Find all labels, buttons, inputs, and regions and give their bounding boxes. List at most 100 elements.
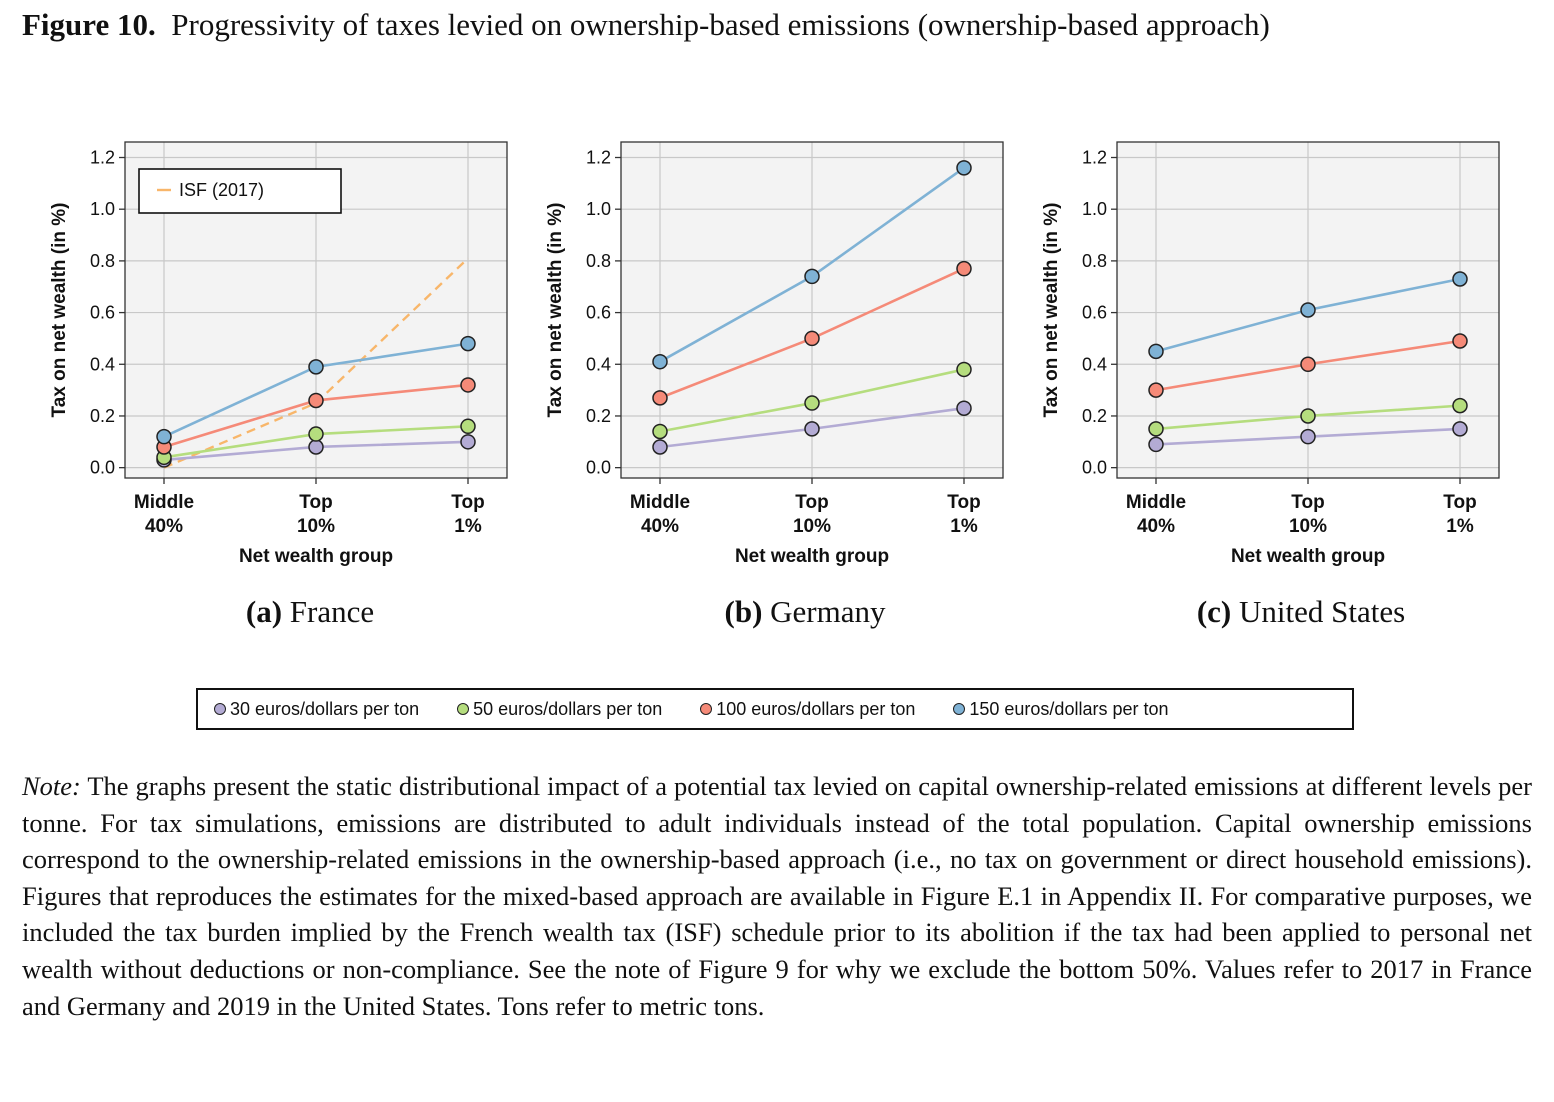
y-tick-label: 0.0 <box>1082 458 1107 478</box>
y-tick-label: 1.0 <box>90 199 115 219</box>
x-tick-label: Top <box>299 492 332 513</box>
data-point <box>652 439 668 455</box>
figure-label: Figure 10. <box>22 7 156 42</box>
data-point <box>804 330 820 347</box>
y-tick-label: 0.2 <box>90 406 115 426</box>
legend-item-50: 50 euros/dollars per ton <box>457 699 662 720</box>
x-axis-title: Net wealth group <box>1231 546 1385 567</box>
data-point <box>1300 356 1316 373</box>
x-tick-label: 1% <box>950 516 978 537</box>
x-tick-label: 10% <box>1289 516 1327 537</box>
figure-title-text: Progressivity of taxes levied on ownersh… <box>171 7 1270 42</box>
caption-letter: (b) <box>724 594 763 629</box>
legend-swatch <box>953 703 966 715</box>
data-point <box>652 390 668 406</box>
legend-swatch <box>457 703 470 715</box>
legend-label: 50 euros/dollars per ton <box>473 698 663 719</box>
data-point <box>1300 408 1316 424</box>
x-tick-label: Top <box>947 492 980 513</box>
x-tick-label: Top <box>1291 492 1324 513</box>
data-point <box>1300 302 1316 318</box>
y-tick-label: 0.6 <box>90 303 115 323</box>
chart-panel: 0.0 0.2 0.4 0.6 0.8 1.0 1.2 Middle 40% Top 10% Top 1… <box>545 141 1004 567</box>
data-point <box>1148 382 1164 398</box>
data-point <box>460 335 476 352</box>
data-point <box>1452 271 1468 287</box>
y-tick-label: 0.6 <box>586 303 611 323</box>
caption-text: Germany <box>770 594 886 629</box>
data-point <box>956 361 972 378</box>
panel-legend-label: ISF (2017) <box>179 180 264 200</box>
caption-text: United States <box>1238 594 1406 629</box>
y-tick-label: 1.0 <box>1082 199 1107 219</box>
y-tick-label: 0.6 <box>1082 303 1107 323</box>
y-axis-title: Tax on net wealth (in %) <box>49 203 70 418</box>
legend-item-150: 150 euros/dollars per ton <box>953 698 1169 720</box>
data-point <box>652 353 668 370</box>
x-tick-label: 10% <box>793 516 831 537</box>
data-point <box>1148 421 1164 437</box>
charts-area: 0.0 0.2 0.4 0.6 0.8 1.0 1.2 Middle 40% Top 10% Top 1… <box>49 141 1500 567</box>
data-point <box>460 434 476 450</box>
data-point <box>804 395 820 411</box>
y-tick-label: 0.0 <box>90 458 115 478</box>
data-point <box>156 428 172 445</box>
legend-label: 100 euros/dollars per ton <box>716 698 916 719</box>
panel-legend-box <box>138 168 342 214</box>
x-tick-label: Top <box>795 492 828 513</box>
x-tick-label: 40% <box>145 516 183 537</box>
x-tick-label: Top <box>451 492 484 513</box>
x-tick-label: 1% <box>1446 516 1474 537</box>
y-tick-label: 0.8 <box>1082 251 1107 271</box>
figure-title: Figure 10. Progressivity of taxes levied… <box>22 4 1534 46</box>
y-tick-label: 0.8 <box>586 251 611 271</box>
x-tick-label: 1% <box>454 516 482 537</box>
data-point <box>956 400 972 416</box>
note-text: The graphs present the static distributi… <box>22 771 1533 1021</box>
data-point <box>308 426 324 442</box>
data-point <box>308 359 324 375</box>
data-point <box>460 418 476 435</box>
caption-letter: (a) <box>245 594 283 629</box>
x-tick-label: Middle <box>134 492 194 513</box>
y-tick-label: 0.8 <box>90 251 115 271</box>
data-point <box>1452 421 1468 437</box>
data-point <box>460 377 476 393</box>
y-tick-label: 0.4 <box>1082 354 1107 374</box>
chart-panel: 0.0 0.2 0.4 0.6 0.8 1.0 1.2 Middle 40% Top 10% Top 1… <box>49 141 508 567</box>
x-axis-title: Net wealth group <box>239 546 393 567</box>
legend-label: 30 euros/dollars per ton <box>230 698 420 719</box>
data-point <box>956 160 972 176</box>
data-point <box>308 392 324 409</box>
legend-label: 150 euros/dollars per ton <box>969 698 1169 719</box>
data-point <box>956 260 972 277</box>
legend-swatch <box>214 703 226 715</box>
y-axis-title: Tax on net wealth (in %) <box>1041 203 1062 418</box>
y-tick-label: 0.0 <box>586 458 611 478</box>
y-tick-label: 0.2 <box>1082 406 1107 426</box>
y-tick-label: 1.2 <box>1082 148 1107 168</box>
x-tick-label: Middle <box>630 492 690 513</box>
caption-france: (a) France <box>120 594 500 630</box>
y-tick-label: 1.2 <box>90 148 115 168</box>
caption-germany: (b) Germany <box>615 594 995 630</box>
caption-letter: (c) <box>1196 594 1232 629</box>
data-point <box>804 421 820 437</box>
data-point <box>308 439 324 455</box>
y-tick-label: 0.2 <box>586 406 611 426</box>
data-point <box>1148 343 1164 360</box>
x-tick-label: 10% <box>297 516 335 537</box>
y-tick-label: 1.0 <box>586 199 611 219</box>
x-tick-label: 40% <box>641 516 679 537</box>
y-tick-label: 0.4 <box>90 354 115 374</box>
note-label: Note: <box>22 771 81 801</box>
data-point <box>1452 397 1468 414</box>
x-tick-label: 40% <box>1137 516 1175 537</box>
y-axis-title: Tax on net wealth (in %) <box>545 203 566 418</box>
figure-note: Note: The graphs present the static dist… <box>22 768 1532 1024</box>
data-point <box>1452 333 1468 349</box>
data-point <box>652 423 668 440</box>
data-point <box>1300 428 1316 445</box>
caption-united-states: (c) United States <box>1111 594 1491 630</box>
y-tick-label: 1.2 <box>586 148 611 168</box>
